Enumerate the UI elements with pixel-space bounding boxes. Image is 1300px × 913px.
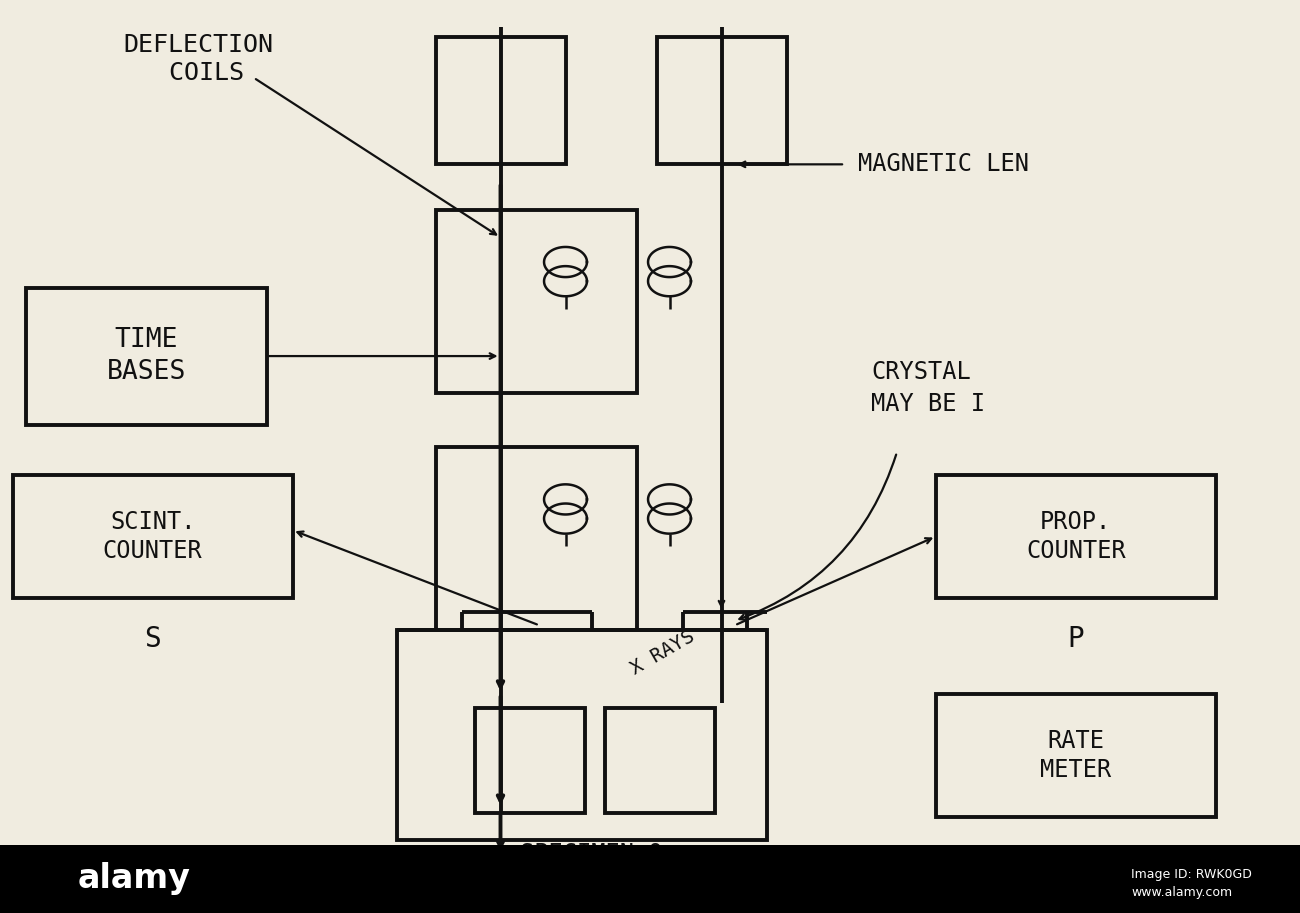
Text: alamy: alamy bbox=[78, 862, 191, 896]
Bar bbox=[396, 630, 767, 840]
Text: S: S bbox=[144, 625, 161, 653]
Text: TIME
BASES: TIME BASES bbox=[107, 327, 186, 385]
Bar bbox=[436, 447, 637, 630]
Bar bbox=[0, 845, 1300, 913]
Text: SCINT.
COUNTER: SCINT. COUNTER bbox=[103, 509, 203, 563]
Bar bbox=[436, 37, 566, 164]
Text: MAGNETIC LEN: MAGNETIC LEN bbox=[858, 152, 1030, 176]
Text: www.alamy.com: www.alamy.com bbox=[1131, 886, 1232, 899]
Bar bbox=[936, 694, 1216, 817]
Text: RATE
METER: RATE METER bbox=[1040, 729, 1112, 782]
Bar bbox=[474, 708, 585, 813]
Bar bbox=[26, 288, 266, 425]
Text: PROP.
COUNTER: PROP. COUNTER bbox=[1026, 509, 1126, 563]
Bar bbox=[604, 708, 715, 813]
Text: SPECIMEN O: SPECIMEN O bbox=[520, 842, 663, 866]
Text: Image ID: RWK0GD: Image ID: RWK0GD bbox=[1131, 867, 1252, 881]
Text: X RAYS: X RAYS bbox=[628, 627, 698, 678]
Bar bbox=[936, 475, 1216, 598]
Bar bbox=[13, 475, 292, 598]
Bar bbox=[656, 37, 786, 164]
Bar bbox=[436, 210, 637, 393]
Text: P: P bbox=[1067, 625, 1084, 653]
Text: CRYSTAL
MAY BE I: CRYSTAL MAY BE I bbox=[871, 361, 985, 415]
Text: DEFLECTION
   COILS: DEFLECTION COILS bbox=[124, 34, 273, 85]
